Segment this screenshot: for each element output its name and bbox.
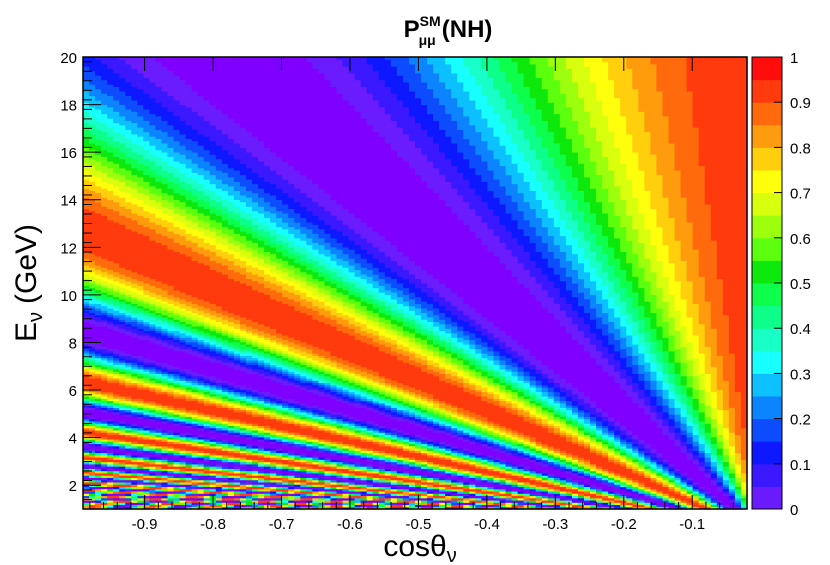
chart-title-superscript: SM	[420, 13, 441, 29]
chart-title-suffix: (NH)	[442, 16, 493, 43]
heatmap	[83, 57, 748, 510]
chart-title-main: P	[404, 16, 420, 43]
chart-title: PSM μμ (NH)	[404, 13, 493, 48]
chart-title-subscript: μμ	[419, 32, 436, 48]
